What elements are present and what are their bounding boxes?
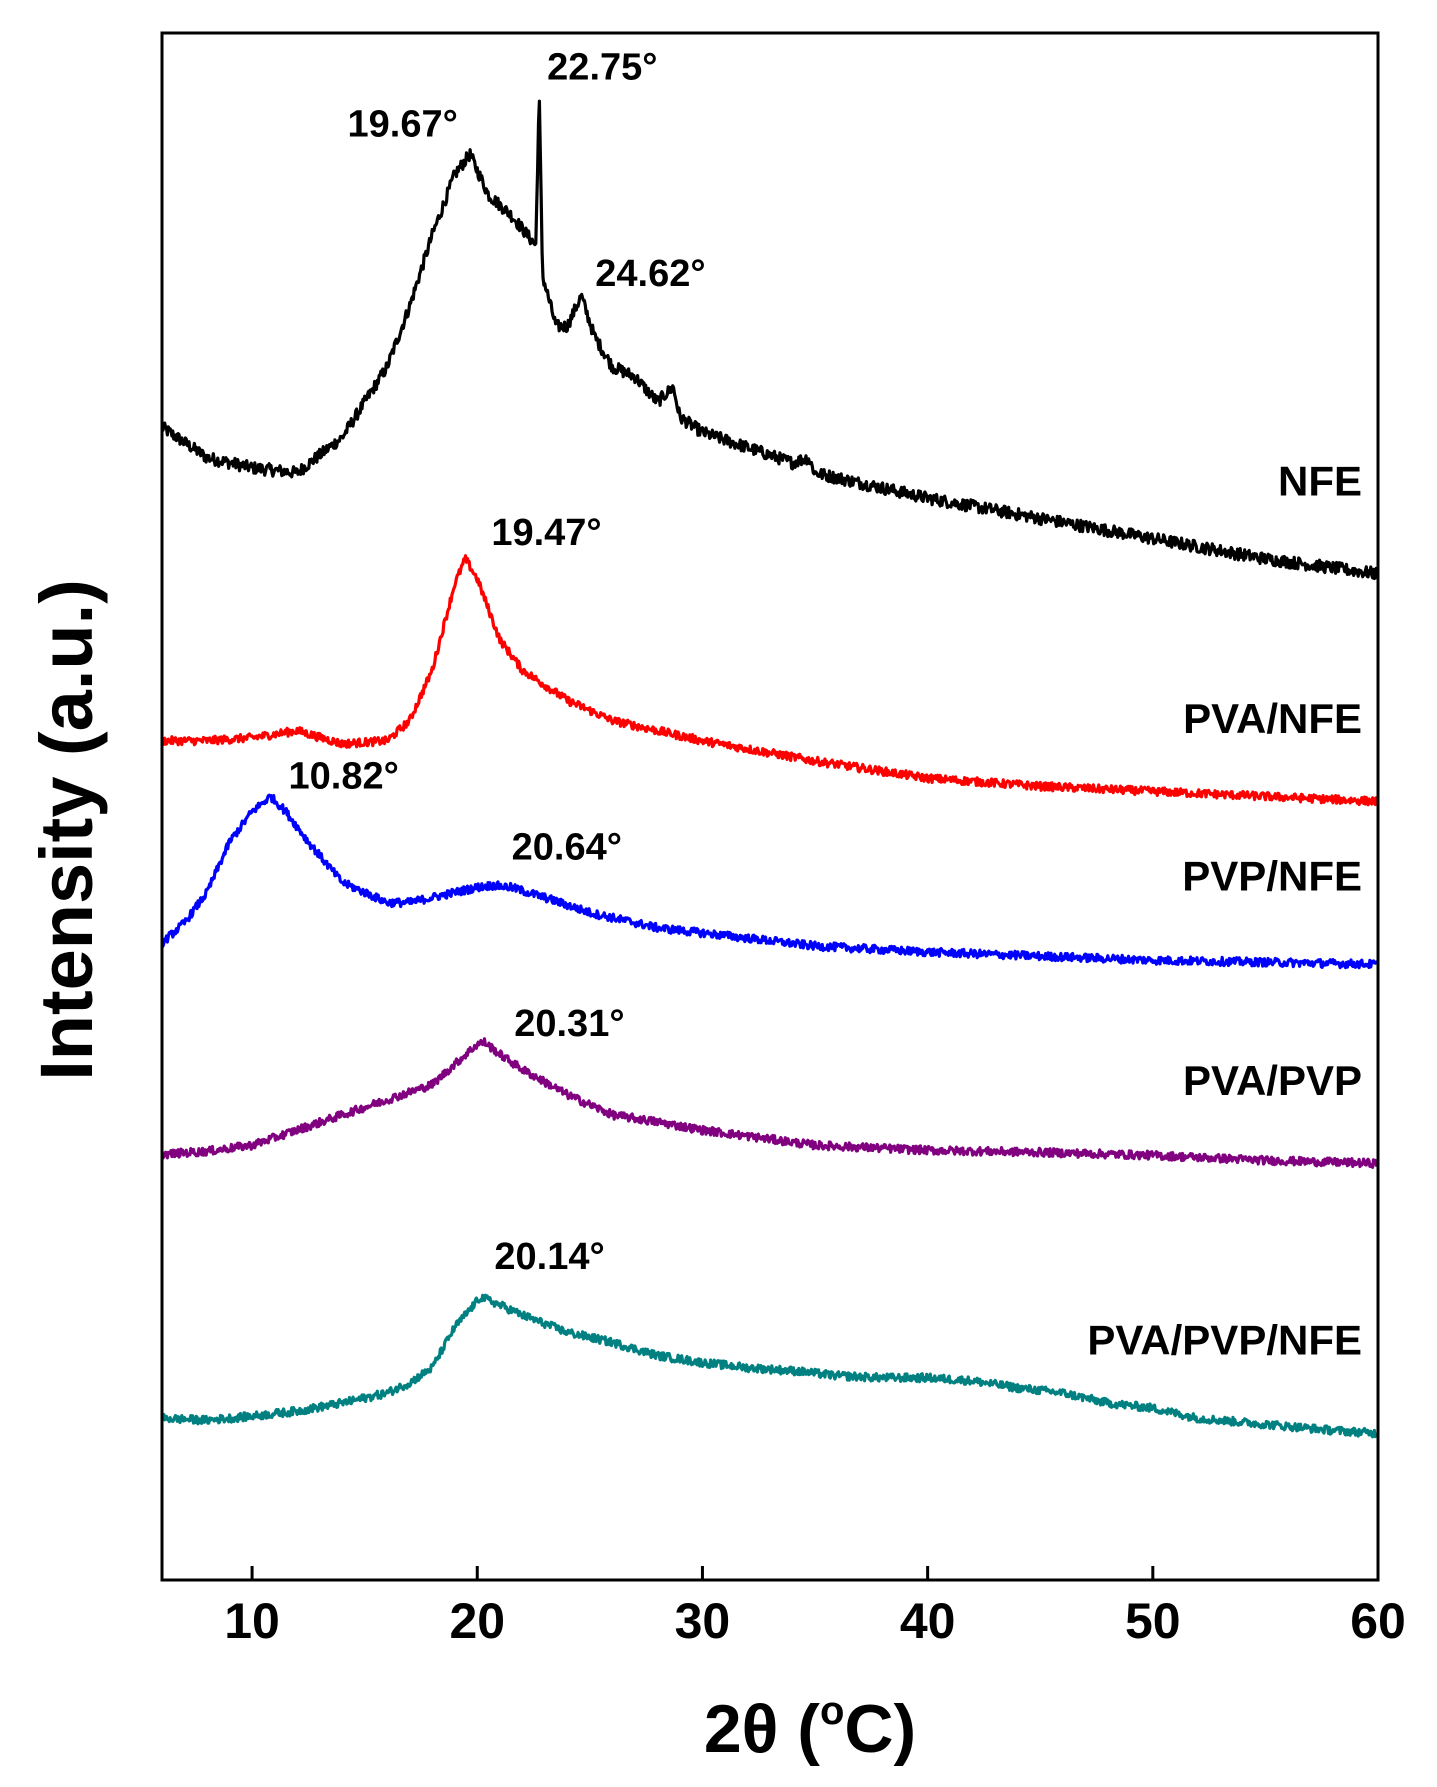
- x-tick-label-40: 40: [900, 1593, 956, 1649]
- series-label-nfe: NFE: [1278, 457, 1362, 504]
- x-tick-label-10: 10: [224, 1593, 280, 1649]
- series-line-pva-pvp: [160, 1037, 1380, 1169]
- y-axis-title: Intensity (a.u.): [25, 579, 108, 1081]
- annotation-layer: 19.67° 22.75° 24.62° 19.47° 10.82° 20.64° 20.3…: [289, 47, 706, 1278]
- x-tick-label-50: 50: [1125, 1593, 1181, 1649]
- peak-annotation-24-62: 24.62°: [595, 253, 705, 295]
- plot-frame: [160, 31, 1380, 1582]
- tick-layer: 10 20 30 40 50 60: [224, 1566, 1406, 1649]
- x-tick-label-30: 30: [675, 1593, 731, 1649]
- peak-annotation-20-31: 20.31°: [514, 1003, 624, 1045]
- x-tick-label-20: 20: [449, 1593, 505, 1649]
- x-axis-title-degree: o: [820, 1689, 844, 1733]
- x-axis-title: 2θ (oC): [704, 1689, 916, 1767]
- peak-annotation-19-47: 19.47°: [491, 512, 601, 554]
- peak-annotation-19-67: 19.67°: [348, 103, 458, 145]
- peak-annotation-20-64: 20.64°: [512, 826, 622, 868]
- x-tick-label-60: 60: [1350, 1593, 1406, 1649]
- peak-annotation-22-75: 22.75°: [547, 47, 657, 89]
- peak-annotation-20-14: 20.14°: [494, 1236, 604, 1278]
- series-line-pvp-nfe: [160, 793, 1380, 970]
- series-line-pva-nfe: [160, 554, 1379, 807]
- series-line-nfe: [160, 99, 1380, 581]
- series-label-pva-nfe: PVA/NFE: [1183, 695, 1362, 742]
- series-label-pva-pvp: PVA/PVP: [1183, 1057, 1362, 1104]
- x-axis-title-unit: C): [844, 1691, 916, 1767]
- series-layer: [160, 99, 1380, 1439]
- series-line-pva-pvp-nfe: [160, 1293, 1380, 1439]
- label-layer: NFE PVA/NFE PVP/NFE PVA/PVP PVA/PVP/NFE: [1087, 457, 1362, 1363]
- peak-annotation-10-82: 10.82°: [289, 755, 399, 797]
- series-label-pvp-nfe: PVP/NFE: [1182, 853, 1362, 900]
- x-axis-title-main: 2θ (: [704, 1691, 820, 1767]
- series-label-pva-pvp-nfe: PVA/PVP/NFE: [1087, 1317, 1362, 1364]
